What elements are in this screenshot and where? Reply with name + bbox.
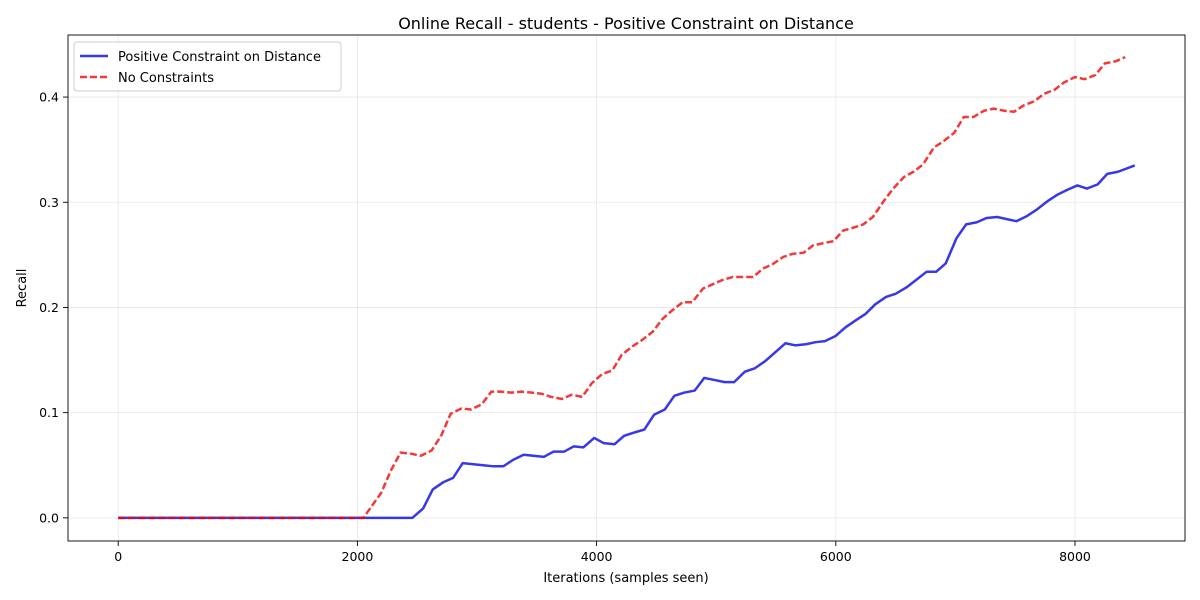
x-tick-label: 6000 xyxy=(820,549,852,564)
series-line-positive-constraint-on-distance xyxy=(118,164,1136,520)
grid xyxy=(68,35,1185,541)
y-tick-label: 0.4 xyxy=(39,90,59,105)
y-axis-ticks: 0.0 0.1 0.2 0.3 0.4 xyxy=(39,90,68,525)
legend-label-no-constraints: No Constraints xyxy=(118,71,214,86)
series-line-no-constraints xyxy=(118,55,1126,520)
legend-label-positive-constraint: Positive Constraint on Distance xyxy=(118,50,321,65)
x-axis-label: Iterations (samples seen) xyxy=(543,571,708,586)
y-tick-label: 0.2 xyxy=(39,300,59,315)
series-lines xyxy=(118,55,1136,520)
legend-box xyxy=(73,41,342,92)
x-tick-label: 8000 xyxy=(1059,549,1091,564)
y-tick-label: 0.0 xyxy=(39,510,59,525)
x-tick-label: 0 xyxy=(114,549,122,564)
legend: Positive Constraint on Distance No Const… xyxy=(73,41,342,92)
y-tick-label: 0.1 xyxy=(39,405,59,420)
y-axis-label: Recall xyxy=(15,269,30,308)
x-axis-ticks: 0 2000 4000 6000 8000 xyxy=(114,541,1091,564)
chart-title: Online Recall - students - Positive Cons… xyxy=(398,14,854,33)
y-tick-label: 0.3 xyxy=(39,195,59,210)
x-tick-label: 2000 xyxy=(342,549,374,564)
x-tick-label: 4000 xyxy=(581,549,613,564)
plot-area-frame xyxy=(67,34,1186,542)
